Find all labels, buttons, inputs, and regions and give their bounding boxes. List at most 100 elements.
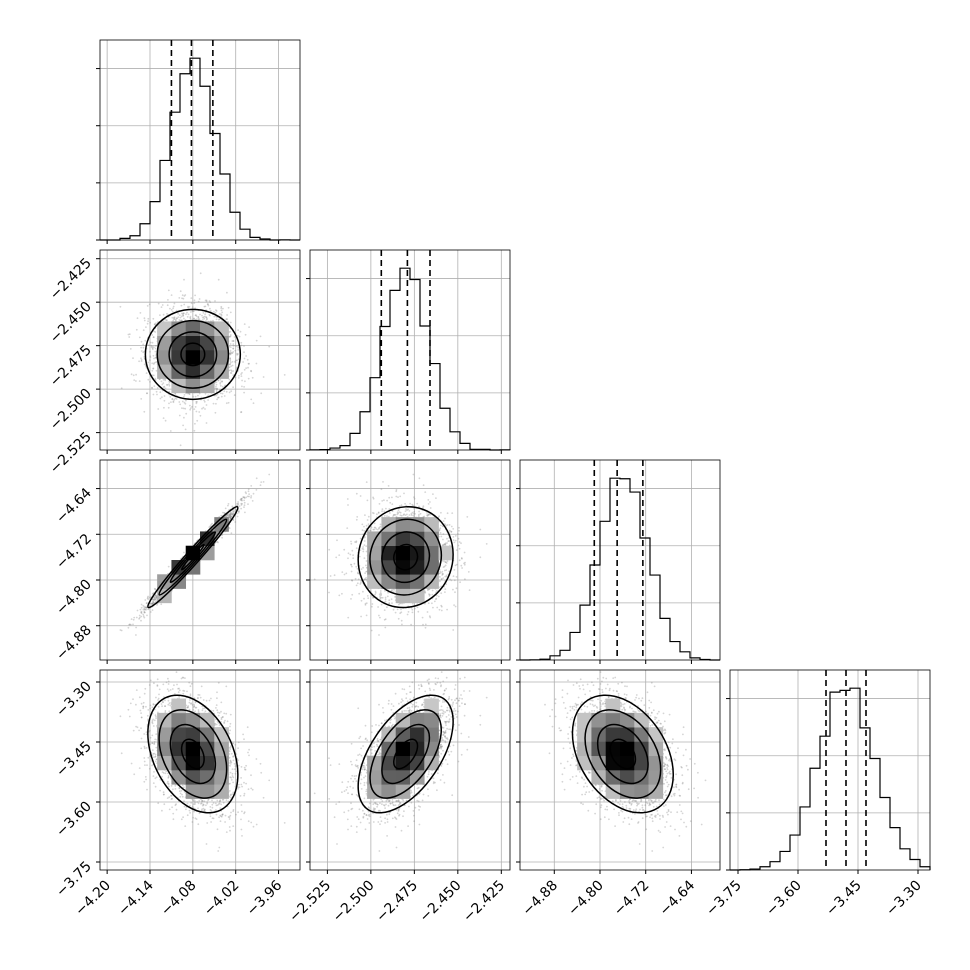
sample-point [183, 394, 186, 396]
sample-point [228, 363, 231, 366]
sample-point [197, 316, 200, 318]
sample-point [221, 380, 223, 383]
sample-point [155, 369, 158, 372]
sample-point [185, 412, 188, 415]
sample-point [237, 511, 240, 514]
sample-point [154, 347, 157, 350]
sample-point [227, 306, 230, 309]
sample-point [229, 353, 232, 356]
sample-point [234, 508, 237, 511]
sample-point [151, 386, 153, 389]
y-tick-label: −2.475 [47, 342, 95, 390]
sample-point [194, 422, 196, 425]
sample-point [167, 406, 170, 409]
sample-point [216, 398, 219, 401]
sample-point [183, 551, 185, 554]
sample-point [154, 350, 157, 353]
sample-point [251, 376, 254, 379]
sample-point [208, 313, 211, 316]
sample-point [230, 365, 233, 368]
sample-point [165, 319, 168, 321]
sample-point [168, 384, 171, 387]
sample-point [129, 348, 132, 350]
sample-point [183, 303, 186, 306]
sample-point [138, 380, 141, 382]
sample-point [153, 346, 155, 349]
sample-point [198, 318, 201, 321]
sample-point [240, 344, 243, 347]
sample-point [208, 300, 211, 302]
sample-point [230, 369, 232, 371]
sample-point [223, 395, 226, 397]
sample-point [147, 378, 150, 381]
sample-point [138, 360, 141, 363]
sample-point [167, 299, 169, 301]
sample-point [215, 394, 217, 397]
sample-point [243, 391, 246, 394]
sample-point [143, 616, 146, 619]
sample-point [203, 400, 206, 403]
sample-point [172, 319, 175, 322]
sample-point [204, 392, 207, 395]
sample-point [185, 313, 187, 316]
sample-point [119, 629, 122, 631]
sample-point [143, 611, 146, 614]
sample-point [237, 349, 240, 351]
panel-0-0 [96, 39, 301, 244]
panel-1-0: −2.525−2.500−2.475−2.450−2.425 [47, 249, 301, 477]
sample-point [172, 305, 175, 308]
sample-point [255, 339, 258, 342]
sample-point [231, 360, 234, 363]
sample-point [152, 393, 155, 396]
sample-point [215, 385, 217, 388]
sample-point [247, 377, 250, 380]
sample-point [204, 408, 206, 410]
sample-point [232, 345, 235, 347]
sample-point [166, 304, 169, 307]
sample-point [142, 346, 145, 349]
sample-point [215, 389, 218, 392]
sample-point [192, 310, 195, 313]
sample-point [163, 395, 166, 397]
sample-point [147, 317, 150, 320]
sample-point [201, 407, 203, 410]
sample-point [149, 611, 152, 613]
sample-point [219, 381, 222, 384]
sample-point [163, 399, 166, 402]
sample-point [188, 305, 191, 308]
sample-point [153, 598, 156, 601]
sample-point [155, 356, 158, 359]
sample-point [225, 318, 228, 320]
sample-point [231, 505, 234, 508]
sample-point [149, 350, 151, 353]
sample-point [247, 362, 250, 365]
sample-point [147, 361, 150, 364]
sample-point [207, 399, 210, 401]
sample-point [214, 411, 217, 414]
sample-point [162, 417, 165, 419]
sample-point [182, 407, 185, 410]
sample-point [243, 323, 246, 325]
sample-point [227, 401, 230, 404]
sample-point [246, 495, 249, 498]
sample-point [215, 310, 218, 312]
sample-point [241, 379, 244, 382]
sample-point [157, 408, 160, 410]
sample-point [162, 320, 165, 322]
sample-point [145, 372, 148, 374]
sample-point [251, 500, 254, 502]
sample-point [231, 364, 234, 367]
sample-point [152, 363, 155, 365]
sample-point [181, 407, 183, 409]
sample-point [173, 398, 176, 401]
sample-point [250, 495, 253, 497]
sample-point [247, 503, 249, 505]
sample-point [228, 369, 231, 372]
sample-point [180, 304, 183, 307]
sample-point [243, 386, 246, 388]
sample-point [169, 396, 172, 398]
sample-point [225, 402, 228, 405]
sample-point [132, 357, 134, 359]
y-tick-label: −2.425 [47, 255, 95, 303]
sample-point [193, 429, 196, 432]
